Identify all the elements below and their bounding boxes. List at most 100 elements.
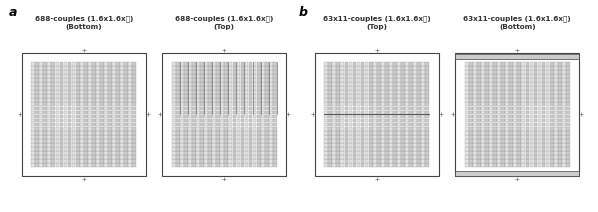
Bar	[44, 159, 47, 163]
Bar	[63, 139, 68, 143]
Bar	[76, 131, 80, 135]
Bar	[100, 127, 104, 131]
Bar	[224, 143, 228, 147]
Bar	[233, 163, 236, 167]
Bar	[393, 147, 397, 151]
Bar	[188, 143, 192, 147]
Bar	[60, 111, 63, 114]
Bar	[542, 163, 545, 167]
Bar	[413, 70, 417, 74]
Bar	[216, 66, 220, 70]
Bar	[340, 155, 344, 159]
Bar	[550, 70, 554, 74]
Bar	[68, 151, 71, 155]
Bar	[60, 82, 63, 86]
Bar	[497, 66, 501, 70]
Bar	[228, 163, 232, 167]
Bar	[505, 86, 509, 90]
Bar	[517, 115, 521, 118]
Bar	[505, 147, 509, 151]
Bar	[558, 123, 562, 127]
Bar	[200, 143, 204, 147]
Bar	[405, 143, 409, 147]
Bar	[216, 151, 220, 155]
Bar	[397, 123, 401, 127]
Bar	[253, 139, 257, 143]
Bar	[558, 90, 562, 94]
Bar	[240, 151, 245, 155]
Bar	[373, 115, 377, 118]
Bar	[393, 119, 397, 122]
Bar	[356, 70, 361, 74]
Bar	[377, 163, 380, 167]
Bar	[533, 155, 538, 159]
Bar	[405, 159, 409, 163]
Bar	[88, 155, 91, 159]
Bar	[542, 159, 545, 163]
Bar	[44, 143, 47, 147]
Bar	[233, 62, 236, 66]
Bar	[550, 143, 554, 147]
Bar	[385, 123, 389, 127]
Bar	[389, 115, 393, 118]
Bar	[501, 98, 505, 102]
Bar	[397, 135, 401, 139]
Bar	[108, 139, 112, 143]
Bar	[393, 102, 397, 106]
Bar	[35, 86, 39, 90]
Bar	[477, 94, 481, 98]
Bar	[249, 98, 252, 102]
Bar	[546, 151, 550, 155]
Bar	[257, 82, 261, 86]
Bar	[133, 119, 136, 122]
Bar	[129, 78, 132, 82]
Bar	[562, 66, 566, 70]
Bar	[562, 119, 566, 122]
Bar	[554, 155, 557, 159]
Bar	[47, 143, 51, 147]
Bar	[228, 147, 232, 151]
Bar	[224, 115, 228, 118]
Bar	[192, 70, 196, 74]
Bar	[389, 86, 393, 90]
Bar	[108, 123, 112, 127]
Bar	[192, 163, 196, 167]
Bar	[108, 119, 112, 122]
Bar	[51, 107, 55, 110]
Bar	[44, 94, 47, 98]
Bar	[332, 107, 336, 110]
Bar	[546, 143, 550, 147]
Bar	[124, 163, 128, 167]
Bar	[237, 66, 240, 70]
Bar	[212, 131, 216, 135]
Bar	[51, 135, 55, 139]
Bar	[112, 163, 116, 167]
Bar	[80, 102, 84, 106]
Bar	[509, 123, 513, 127]
Bar	[96, 159, 100, 163]
Bar	[469, 131, 472, 135]
Bar	[389, 102, 393, 106]
Bar	[172, 62, 175, 66]
Bar	[369, 102, 373, 106]
Bar	[35, 90, 39, 94]
Bar	[68, 74, 71, 78]
Bar	[409, 143, 413, 147]
Bar	[489, 111, 493, 114]
Bar	[521, 62, 525, 66]
Bar	[526, 143, 529, 147]
Bar	[489, 90, 493, 94]
Bar	[76, 155, 80, 159]
Bar	[485, 62, 489, 66]
Bar	[365, 111, 368, 114]
Bar	[469, 86, 472, 90]
Bar	[361, 115, 364, 118]
Bar	[180, 107, 184, 110]
Bar	[546, 155, 550, 159]
Bar	[265, 107, 269, 110]
Bar	[96, 70, 100, 74]
Bar	[469, 135, 472, 139]
Bar	[261, 159, 264, 163]
Bar	[88, 135, 91, 139]
Bar	[216, 123, 220, 127]
